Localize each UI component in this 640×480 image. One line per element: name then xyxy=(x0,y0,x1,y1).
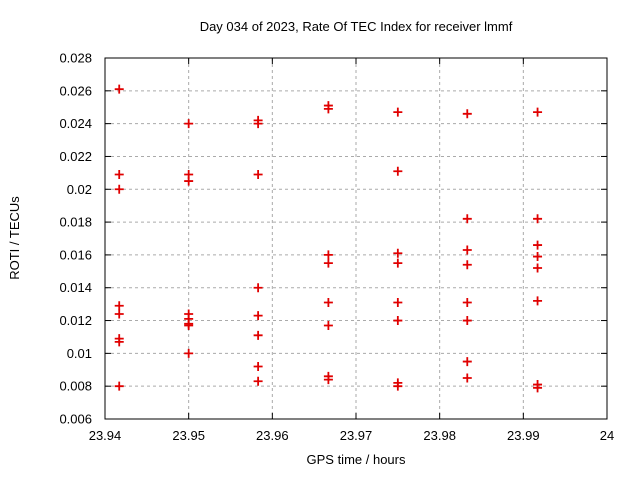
data-point-marker xyxy=(323,375,333,385)
y-tick-label: 0.012 xyxy=(59,313,92,328)
x-tick-label: 23.96 xyxy=(256,428,289,443)
y-tick-label: 0.006 xyxy=(59,412,92,427)
data-point-marker xyxy=(533,263,543,273)
data-point-marker xyxy=(253,376,263,386)
data-point-marker xyxy=(253,170,263,180)
data-point-marker xyxy=(323,250,333,260)
data-point-marker xyxy=(253,311,263,321)
data-point-marker xyxy=(533,252,543,262)
data-point-marker xyxy=(462,260,472,270)
y-tick-label: 0.016 xyxy=(59,247,92,262)
x-tick-label: 23.97 xyxy=(340,428,373,443)
data-points-layer xyxy=(114,84,543,393)
data-point-marker xyxy=(323,297,333,307)
y-tick-label: 0.02 xyxy=(67,182,92,197)
y-tick-label: 0.008 xyxy=(59,379,92,394)
grid-layer xyxy=(105,58,607,419)
data-point-marker xyxy=(462,109,472,119)
x-axis-label: GPS time / hours xyxy=(307,452,406,467)
data-point-marker xyxy=(393,381,403,391)
x-tick-label: 23.94 xyxy=(89,428,122,443)
data-point-marker xyxy=(393,166,403,176)
y-tick-label: 0.022 xyxy=(59,149,92,164)
y-tick-label: 0.01 xyxy=(67,346,92,361)
data-point-marker xyxy=(533,107,543,117)
data-point-marker xyxy=(323,258,333,268)
data-point-marker xyxy=(393,248,403,258)
data-point-marker xyxy=(184,348,194,358)
data-point-marker xyxy=(114,309,124,319)
data-point-marker xyxy=(184,320,194,330)
data-point-marker xyxy=(462,297,472,307)
y-tick-label: 0.018 xyxy=(59,215,92,230)
data-point-marker xyxy=(253,361,263,371)
x-tick-label: 23.99 xyxy=(507,428,540,443)
data-point-marker xyxy=(184,176,194,186)
data-point-marker xyxy=(253,283,263,293)
data-point-marker xyxy=(462,245,472,255)
y-tick-label: 0.026 xyxy=(59,83,92,98)
x-tick-label: 23.95 xyxy=(172,428,205,443)
data-point-marker xyxy=(253,119,263,129)
data-point-marker xyxy=(323,320,333,330)
y-tick-label: 0.028 xyxy=(59,51,92,66)
data-point-marker xyxy=(114,170,124,180)
y-tick-label: 0.024 xyxy=(59,116,92,131)
y-tick-label: 0.014 xyxy=(59,280,92,295)
data-point-marker xyxy=(533,296,543,306)
x-tick-label: 24 xyxy=(600,428,614,443)
data-point-marker xyxy=(462,316,472,326)
data-point-marker xyxy=(533,214,543,224)
data-point-marker xyxy=(114,184,124,194)
data-point-marker xyxy=(114,337,124,347)
plot-border xyxy=(104,57,608,420)
data-point-marker xyxy=(114,301,124,311)
data-point-marker xyxy=(393,297,403,307)
data-point-marker xyxy=(462,373,472,383)
data-point-marker xyxy=(393,258,403,268)
data-point-marker xyxy=(114,381,124,391)
axis-layer: 23.94 23.95 23.96 23.97 23.98 23.99 24 0.006 0.0… xyxy=(59,51,614,444)
data-point-marker xyxy=(184,119,194,129)
data-point-marker xyxy=(323,104,333,114)
data-point-marker xyxy=(533,383,543,393)
data-point-marker xyxy=(253,330,263,340)
data-point-marker xyxy=(114,84,124,94)
chart-title: Day 034 of 2023, Rate Of TEC Index for r… xyxy=(200,19,513,34)
x-tick-label: 23.98 xyxy=(423,428,456,443)
data-point-marker xyxy=(462,214,472,224)
data-point-marker xyxy=(393,316,403,326)
data-point-marker xyxy=(393,107,403,117)
y-axis-label: ROTI / TECUs xyxy=(7,196,22,280)
data-point-marker xyxy=(462,357,472,367)
data-point-marker xyxy=(533,240,543,250)
